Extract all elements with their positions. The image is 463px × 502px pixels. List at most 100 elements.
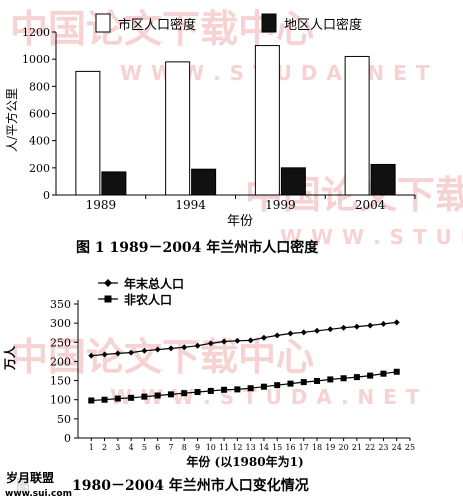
- bar-region-density: [280, 167, 306, 196]
- watermark-cn-bottom: 中国论文下载中心: [10, 335, 314, 379]
- chart1-ytick-label: 400: [29, 135, 50, 148]
- chart2-xtick-label: 2: [102, 443, 107, 452]
- watermark-en-mid: W W W . S T U D A . N E T: [280, 225, 463, 249]
- chart2-xtick-label: 10: [206, 443, 216, 452]
- bar-urban-density: [344, 55, 370, 196]
- chart1-title: 图 1 1989－2004 年兰州市人口密度: [76, 239, 319, 256]
- point-total-population: [141, 347, 148, 354]
- chart2-xtick-label: 11: [219, 443, 229, 452]
- point-total-population: [88, 352, 95, 359]
- bar-region-density: [101, 171, 127, 196]
- point-nonagri-population: [207, 387, 214, 394]
- chart2-ytick-label: 150: [50, 375, 71, 388]
- chart2-title: 1980－2004 年兰州市人口变化情况: [72, 477, 309, 494]
- chart1-ylabel: 人/平方公里: [4, 88, 19, 152]
- chart2-ytick-label: 0: [64, 432, 71, 445]
- chart1-legend: 市区人口密度 地区人口密度: [95, 13, 362, 33]
- point-nonagri-population: [194, 389, 201, 396]
- chart2-xtick-label: 25: [405, 443, 415, 452]
- point-total-population: [234, 337, 241, 344]
- chart2-lines: [88, 319, 400, 404]
- point-nonagri-population: [234, 386, 241, 393]
- bar-urban-density: [75, 70, 101, 196]
- chart2-ytick-label: 350: [50, 298, 71, 311]
- legend-label-region: 地区人口密度: [284, 17, 362, 33]
- chart1-xtick-label: 1994: [175, 198, 206, 212]
- chart2-xtick-label: 9: [195, 443, 200, 452]
- point-total-population: [353, 323, 360, 330]
- point-nonagri-population: [154, 392, 161, 399]
- chart2-ytick-label: 250: [50, 336, 71, 349]
- chart2-ytick-label: 300: [50, 317, 71, 330]
- point-nonagri-population: [314, 377, 321, 384]
- chart2-ytick-label: 200: [50, 355, 71, 368]
- chart2-xtick-label: 3: [115, 443, 120, 452]
- chart2-xtick-label: 15: [272, 443, 282, 452]
- chart2-xlabel: 年份 (以1980年为1): [186, 454, 303, 469]
- chart2-ytick-label: 100: [50, 394, 71, 407]
- chart1-ytick-label: 0: [43, 189, 50, 202]
- chart2-xtick-label: 23: [378, 443, 388, 452]
- chart2-xtick-label: 5: [142, 443, 147, 452]
- point-total-population: [128, 349, 135, 356]
- chart1-xtick-label: 1999: [265, 198, 296, 212]
- point-total-population: [101, 351, 108, 358]
- point-total-population: [207, 340, 214, 347]
- point-nonagri-population: [260, 383, 267, 390]
- chart1-xlabel: 年份: [227, 214, 253, 229]
- point-total-population: [194, 342, 201, 349]
- chart2-xtick-label: 12: [232, 443, 242, 452]
- legend-label-total: 年末总人口: [124, 276, 184, 291]
- point-total-population: [114, 350, 121, 357]
- chart2-xtick-label: 20: [339, 443, 349, 452]
- point-total-population: [340, 324, 347, 331]
- chart2-xtick-label: 19: [325, 443, 335, 452]
- chart1-ytick-label: 200: [29, 162, 50, 175]
- point-nonagri-population: [181, 390, 188, 397]
- chart2-xtick-label: 4: [129, 443, 134, 452]
- chart1-ytick-label: 1000: [22, 53, 50, 66]
- point-nonagri-population: [141, 393, 148, 400]
- bar-urban-density: [165, 61, 191, 196]
- legend-marker-diamond: [104, 279, 112, 287]
- bar-region-density: [370, 163, 396, 196]
- point-nonagri-population: [380, 370, 387, 377]
- chart2-xtick-label: 6: [155, 443, 160, 452]
- chart1-ytick-label: 1200: [22, 26, 50, 39]
- site-badge-bg: [2, 468, 60, 500]
- point-total-population: [154, 346, 161, 353]
- point-total-population: [247, 337, 254, 344]
- chart2-xtick-label: 8: [182, 443, 187, 452]
- point-nonagri-population: [393, 368, 400, 375]
- chart1-ytick-label: 600: [29, 108, 50, 121]
- site-badge-url: www.sui.com: [5, 489, 72, 499]
- point-nonagri-population: [167, 391, 174, 398]
- chart2-xtick-label: 24: [392, 443, 402, 452]
- legend-label-urban: 市区人口密度: [118, 17, 196, 33]
- chart1-axes: 0 200 400 600 800 1000 1200 1989 1994 1999 2004: [22, 26, 416, 212]
- point-nonagri-population: [300, 379, 307, 386]
- chart2-ylabel: 万人: [2, 345, 17, 371]
- point-total-population: [314, 327, 321, 334]
- point-total-population: [380, 320, 387, 327]
- legend-marker-square: [104, 295, 112, 303]
- chart2-xtick-label: 18: [312, 443, 322, 452]
- site-badge: 岁月联盟 www.sui.com: [2, 468, 72, 500]
- chart2-xtick-label: 14: [259, 443, 269, 452]
- point-total-population: [300, 329, 307, 336]
- chart1-xtick-label: 1989: [86, 198, 117, 212]
- point-nonagri-population: [101, 396, 108, 403]
- chart1-ytick-label: 800: [29, 80, 50, 93]
- point-nonagri-population: [274, 382, 281, 389]
- point-total-population: [181, 344, 188, 351]
- legend-label-nonagri: 非农人口: [124, 292, 172, 307]
- chart2-xtick-label: 16: [285, 443, 295, 452]
- point-total-population: [287, 330, 294, 337]
- point-nonagri-population: [128, 394, 135, 401]
- chart2-xtick-label: 13: [246, 443, 256, 452]
- watermark-layer: 中国论文下载中心 W W W . S T U D A . N E T 中国论文下…: [10, 7, 463, 409]
- point-total-population: [327, 326, 334, 333]
